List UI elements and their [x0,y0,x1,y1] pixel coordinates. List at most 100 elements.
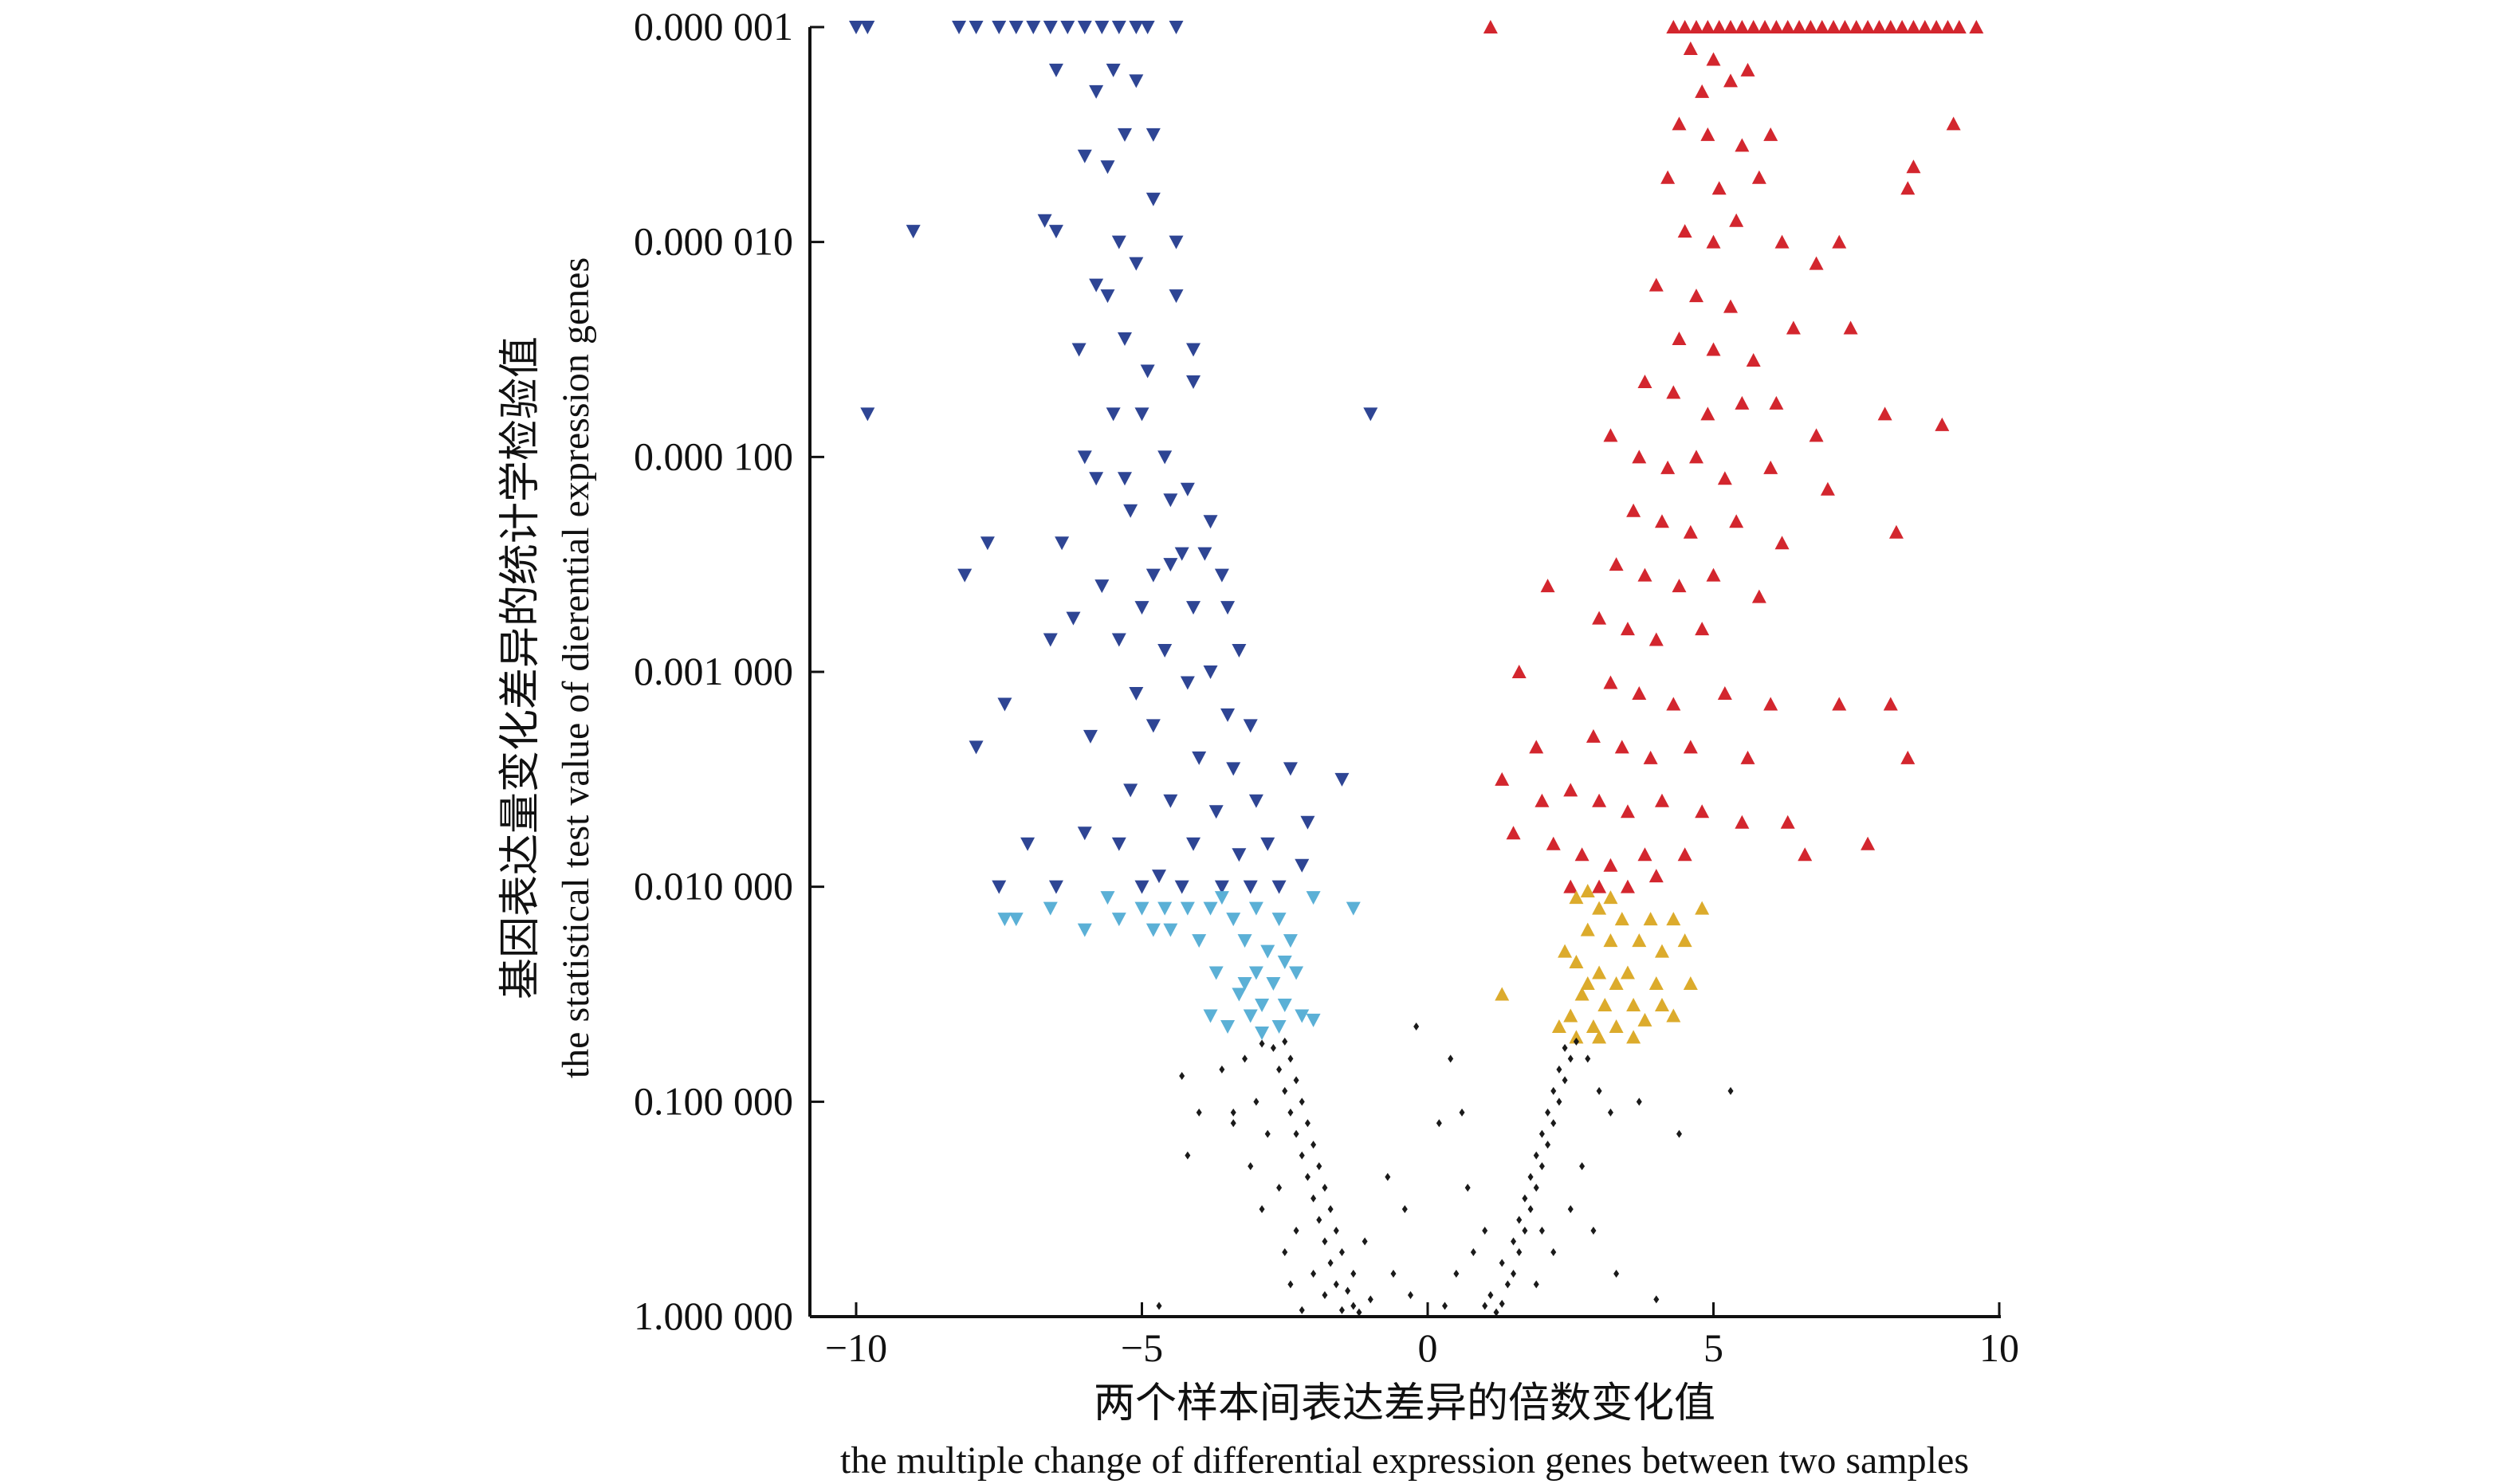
y-tick-label: 0.001 000 [634,649,793,693]
data-point [1654,793,1669,807]
data-point [957,568,973,583]
data-point [1695,804,1710,819]
data-point [1453,1270,1460,1278]
data-point [1367,1295,1373,1304]
data-point [1459,1108,1465,1117]
data-point [1579,1162,1586,1171]
x-axis-title-cn: 两个样本间表达差异的倍数变化值 [1094,1381,1715,1427]
data-point [1832,234,1847,249]
data-point [1226,913,1241,927]
data-point [1219,1065,1225,1074]
data-point [1597,997,1613,1011]
data-point [1666,912,1681,926]
data-point [1232,987,1247,1002]
data-point [1333,1227,1339,1235]
data-point [1495,987,1510,1001]
data-point [1551,1019,1566,1033]
data-point [1626,997,1641,1011]
y-axis-title: 基因表达量变化差异的统计学检验值 the statistical test va… [498,257,597,1078]
data-point [1276,1184,1283,1192]
data-point [1282,1086,1288,1095]
data-point [1293,1076,1299,1085]
data-point [1637,847,1652,862]
data-point [1287,1054,1294,1063]
data-point [1940,20,1955,33]
data-point [1495,771,1510,786]
data-point [1203,665,1218,679]
data-point [1666,385,1681,399]
data-point [1077,21,1092,34]
data-point [1688,289,1703,303]
data-point [1735,395,1750,410]
data-point [1574,847,1590,862]
y-tick-label: 0.000 100 [634,434,793,478]
data-point [1299,1151,1305,1160]
data-point [1683,524,1698,539]
data-point [1260,944,1275,959]
data-point [1929,20,1944,33]
data-point [1255,998,1270,1012]
data-point [1123,783,1138,798]
data-point [1843,320,1858,335]
data-point [1304,1119,1311,1128]
data-point [1546,836,1561,850]
data-point [1169,289,1184,304]
data-point [1100,891,1115,905]
data-point [1345,1286,1351,1295]
data-point [1482,1301,1488,1310]
data-point [1654,997,1669,1011]
data-point [1614,912,1629,926]
data-point [1482,1227,1488,1235]
data-point [1774,536,1790,550]
data-point [1883,20,1898,33]
data-point [1287,1108,1294,1117]
data-point [1083,729,1098,744]
data-point [1363,407,1378,422]
data-point [1385,1172,1391,1181]
data-point [1243,880,1258,894]
data-point [1401,1205,1408,1214]
data-point [1613,1270,1620,1278]
data-point [1832,697,1847,711]
data-point [1111,913,1126,927]
data-point [1111,235,1126,249]
data-point [1780,20,1795,33]
data-point [1163,493,1178,508]
data-point [997,697,1012,712]
data-point [1333,1280,1339,1289]
data-point [1282,1037,1288,1046]
x-tick-label: 10 [1979,1325,2019,1370]
data-point [1592,1030,1607,1044]
data-point [1637,567,1652,582]
data-point [1538,1162,1545,1171]
data-point [1255,1027,1270,1041]
data-point [1156,1301,1162,1310]
data-point [1735,138,1750,152]
data-point [1626,503,1641,517]
data-point [1653,1295,1660,1304]
data-point [1769,20,1784,33]
data-point [1037,214,1052,228]
data-point [1214,880,1229,894]
data-point [1740,750,1755,764]
data-point [1654,944,1669,958]
data-point [1020,837,1035,851]
data-point [1145,719,1161,733]
data-point [1695,901,1710,915]
data-point [1826,20,1841,33]
data-point [1609,976,1624,991]
data-point [1558,944,1573,958]
data-point [1214,891,1229,905]
data-point [1470,1248,1476,1257]
data-point [1134,601,1149,615]
data-point [1483,20,1498,33]
data-point [1243,719,1258,733]
data-point [1152,870,1167,884]
data-point [1008,913,1024,927]
data-point [1603,675,1618,689]
data-point [1774,234,1790,249]
data-point [1563,1008,1578,1023]
data-point [1586,1019,1601,1033]
data-point [1538,1129,1545,1138]
